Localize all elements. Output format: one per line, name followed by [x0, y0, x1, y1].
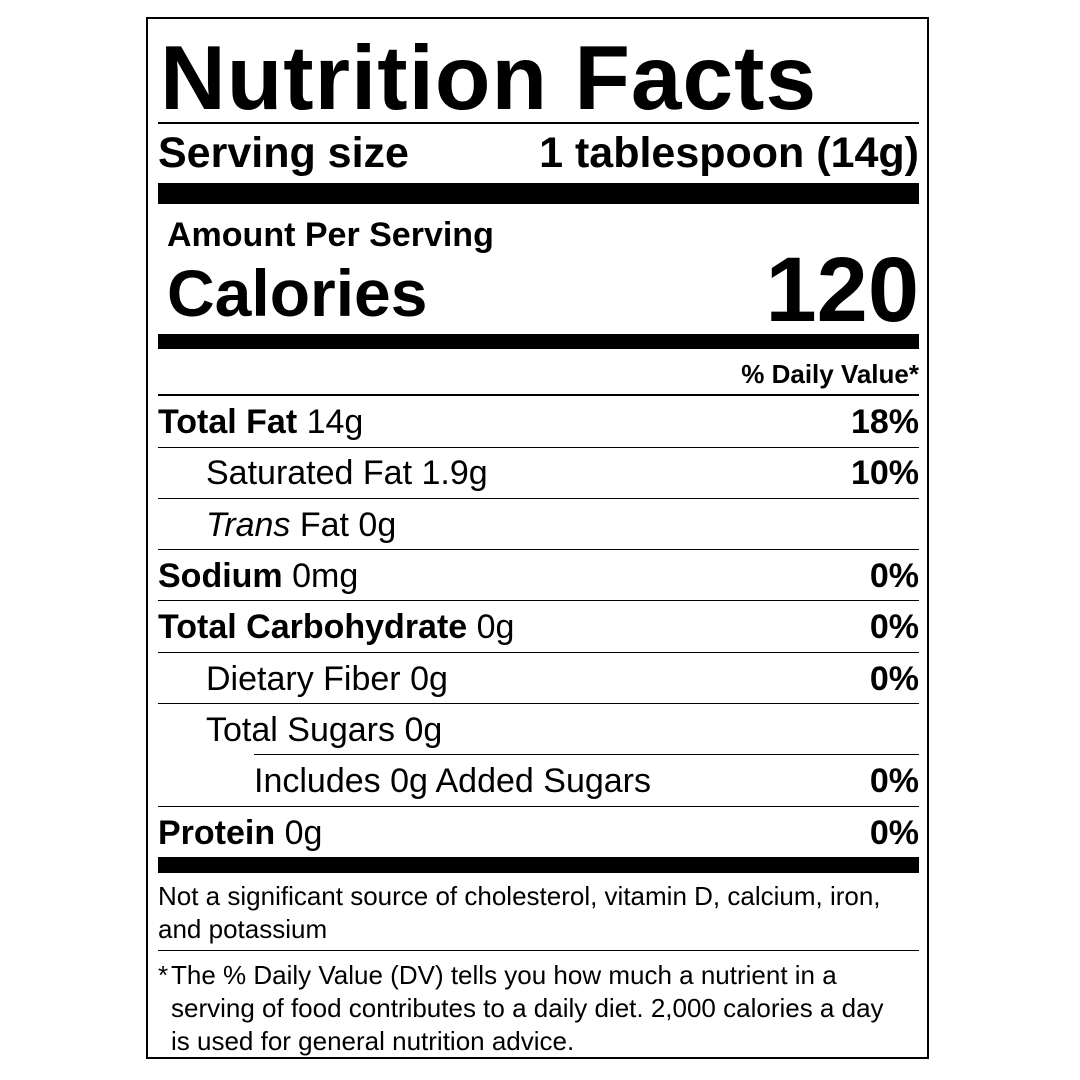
serving-size-label: Serving size	[158, 129, 409, 177]
amount-per-serving: Amount Per Serving	[167, 216, 494, 254]
nutrient-name: Added Sugars	[435, 762, 652, 800]
divider-thin	[158, 549, 919, 550]
divider-thin	[254, 754, 919, 755]
nutrient-amount: 0mg	[292, 557, 359, 595]
daily-value-header: % Daily Value*	[741, 359, 919, 389]
divider-thin	[158, 652, 919, 653]
nutrient-name: Sodium	[158, 557, 283, 595]
nutrient-row-trans-fat: Trans Fat 0g	[206, 508, 396, 542]
divider-medium	[158, 857, 919, 873]
nutrient-name: Saturated Fat	[206, 454, 413, 492]
nutrient-row-added-sugars: Includes 0g Added Sugars	[254, 764, 651, 798]
nutrient-dv: 0%	[869, 660, 919, 698]
calories-label: Calories	[167, 256, 428, 330]
footnote-daily-value: The % Daily Value (DV) tells you how muc…	[171, 960, 884, 1056]
divider-thin	[158, 498, 919, 499]
footnote-asterisk: *	[158, 960, 169, 990]
nutrient-amount: 0g	[404, 711, 443, 749]
divider-thin	[158, 600, 919, 601]
nutrient-row-protein: Protein 0g	[158, 816, 322, 850]
divider-thin	[158, 703, 919, 704]
label-title: Nutrition Facts	[160, 28, 818, 129]
divider-medium	[158, 334, 919, 349]
divider-thin	[158, 122, 919, 124]
nutrient-name: Total Fat	[158, 403, 298, 441]
nutrient-row-total-carbohydrate: Total Carbohydrate 0g	[158, 610, 514, 644]
nutrition-facts-label: Nutrition Facts Serving size 1 tablespoo…	[146, 17, 929, 1059]
nutrient-name: Total Carbohydrate	[158, 608, 468, 646]
nutrient-dv: 0%	[869, 608, 919, 646]
divider-thin	[158, 447, 919, 448]
nutrient-row-dietary-fiber: Dietary Fiber 0g	[206, 662, 448, 696]
nutrient-name: Protein	[158, 814, 276, 852]
nutrient-amount: 0g	[358, 506, 397, 544]
divider-thin	[158, 950, 919, 951]
nutrient-prefix: Includes	[254, 762, 381, 800]
calories-value: 120	[765, 239, 920, 341]
divider-thin	[158, 806, 919, 807]
nutrient-dv: 0%	[869, 762, 919, 800]
nutrient-name: Fat	[299, 506, 349, 544]
nutrient-row-total-fat: Total Fat 14g	[158, 405, 363, 439]
divider-thin	[158, 394, 919, 396]
nutrient-amount: 1.9g	[421, 454, 488, 492]
nutrient-row-saturated-fat: Saturated Fat 1.9g	[206, 456, 488, 490]
divider-thick	[158, 183, 919, 204]
serving-size-value: 1 tablespoon (14g)	[539, 129, 919, 177]
nutrient-amount: 0g	[410, 660, 448, 698]
nutrient-dv: 0%	[869, 814, 919, 852]
nutrient-amount: 0g	[284, 814, 323, 852]
nutrient-amount: 0g	[390, 762, 428, 800]
nutrient-name-italic: Trans	[206, 506, 291, 544]
nutrient-dv: 10%	[850, 454, 919, 492]
nutrient-row-sodium: Sodium 0mg	[158, 559, 358, 593]
nutrient-dv: 18%	[850, 403, 919, 441]
nutrient-name: Total Sugars	[206, 711, 395, 749]
nutrient-amount: 14g	[306, 403, 364, 441]
nutrient-dv: 0%	[869, 557, 919, 595]
nutrient-row-total-sugars: Total Sugars 0g	[206, 713, 442, 747]
nutrient-amount: 0g	[476, 608, 515, 646]
nutrient-name: Dietary Fiber	[206, 660, 401, 698]
footnote-not-significant: Not a significant source of cholesterol,…	[158, 881, 881, 944]
